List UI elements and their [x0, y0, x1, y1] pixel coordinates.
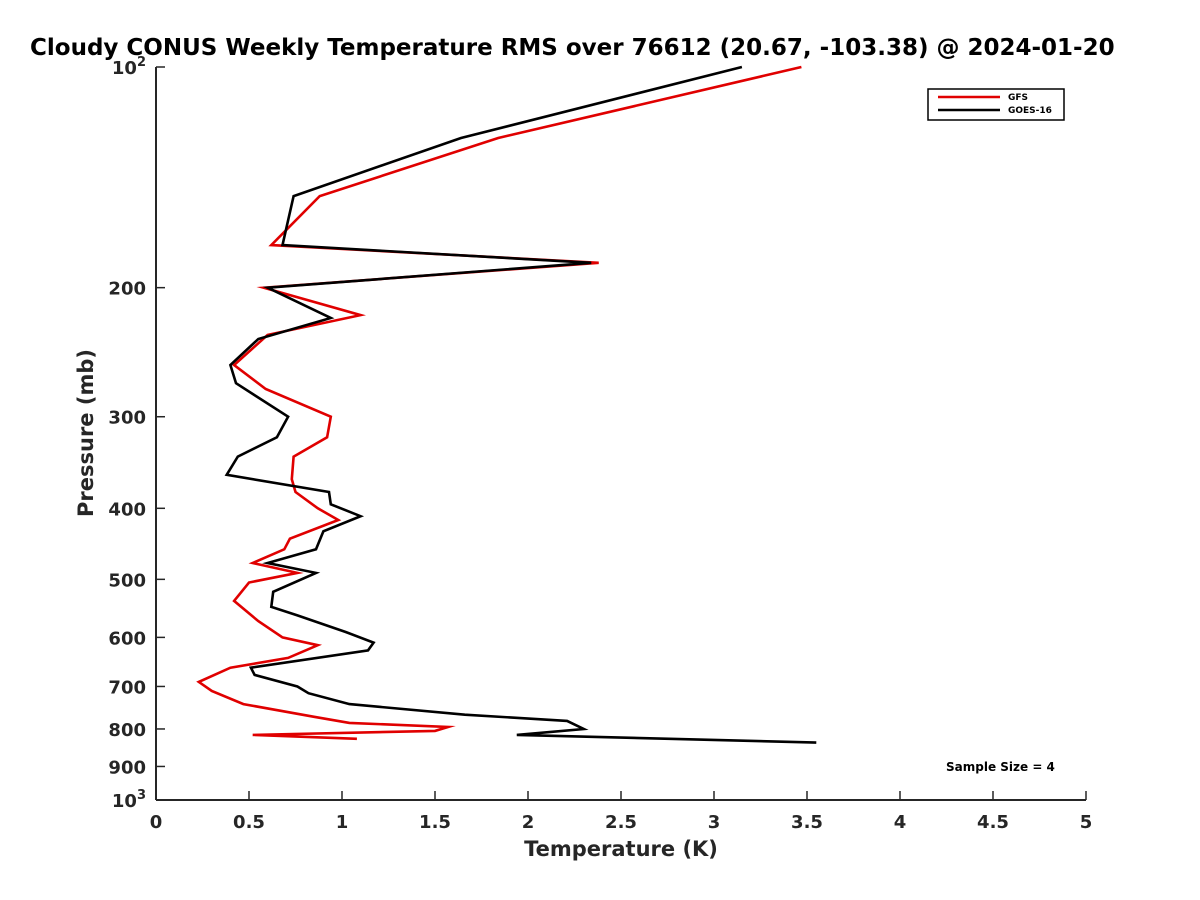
series-line-gfs	[196, 65, 802, 741]
x-tick-label: 2	[522, 812, 535, 833]
x-tick-label: 5	[1080, 812, 1093, 833]
legend: GFS GOES-16	[927, 88, 1065, 121]
y-tick-label: 102	[112, 55, 146, 79]
legend-label-goes16: GOES-16	[1008, 106, 1052, 116]
chart-title: Cloudy CONUS Weekly Temperature RMS over…	[30, 35, 1115, 61]
y-tick-label: 300	[108, 408, 146, 429]
y-axis-label: Pressure (mb)	[74, 349, 98, 517]
x-tick-label: 4.5	[977, 812, 1009, 833]
x-tick-label: 2.5	[605, 812, 637, 833]
x-tick-label: 3.5	[791, 812, 823, 833]
x-tick-label: 3	[708, 812, 721, 833]
y-tick-label: 400	[108, 499, 146, 520]
y-tick-label: 200	[108, 279, 146, 300]
y-tick-label: 500	[108, 570, 146, 591]
series-line-goes-16	[224, 65, 817, 744]
x-tick-label: 4	[894, 812, 907, 833]
x-ticks: 0 0.5 1 1.5 2 2.5 3 3.5 4 4.5 5	[150, 791, 1093, 833]
x-axis-label: Temperature (K)	[524, 837, 718, 861]
y-tick-label: 600	[108, 628, 146, 649]
x-tick-label: 1.5	[419, 812, 451, 833]
y-ticks: 102 200 300 400 500 600 700 800 900 103	[108, 55, 165, 812]
x-tick-label: 0.5	[233, 812, 265, 833]
series-layer	[196, 65, 817, 744]
legend-box	[927, 88, 1065, 121]
y-tick-label: 700	[108, 677, 146, 698]
y-tick-label: 800	[108, 720, 146, 741]
legend-label-gfs: GFS	[1008, 93, 1028, 103]
sample-size-annotation: Sample Size = 4	[946, 760, 1055, 774]
x-tick-label: 0	[150, 812, 163, 833]
y-tick-label: 900	[108, 757, 146, 778]
y-tick-label: 103	[112, 788, 146, 812]
x-tick-label: 1	[336, 812, 349, 833]
